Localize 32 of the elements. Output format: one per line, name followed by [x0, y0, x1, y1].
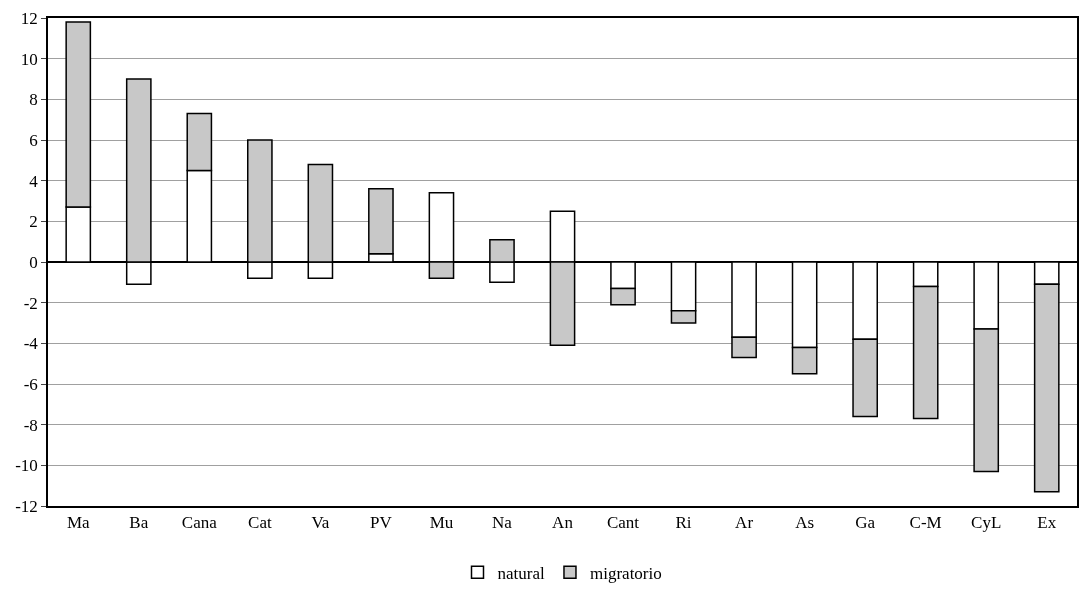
y-tick-label: 12 — [20, 8, 38, 28]
x-tick-label: Ga — [855, 513, 876, 533]
x-tick-label: Cat — [248, 513, 272, 533]
y-tick-label: 6 — [29, 130, 38, 150]
x-tick-label: Ri — [675, 513, 692, 533]
x-tick-label: Ar — [735, 513, 754, 533]
y-tick-label: 8 — [29, 90, 38, 110]
y-tick-label: -8 — [23, 415, 38, 435]
y-tick-label: -2 — [23, 293, 38, 313]
y-tick-label: 2 — [29, 212, 38, 232]
x-tick-label: Ma — [66, 513, 91, 533]
x-tick-label: Na — [492, 513, 513, 533]
x-tick-label: C-M — [909, 513, 942, 533]
y-tick-label: -10 — [15, 456, 38, 476]
y-tick-label: -4 — [23, 334, 39, 354]
x-tick-label: CyL — [971, 513, 1002, 533]
y-tick-label: 0 — [29, 252, 38, 272]
y-tick-label: 10 — [20, 49, 38, 69]
x-tick-label: Ba — [129, 513, 149, 533]
y-tick-label: 4 — [29, 171, 39, 191]
y-tick-label: -6 — [23, 374, 38, 394]
x-tick-label: PV — [370, 513, 393, 533]
x-tick-label: Cana — [181, 513, 218, 533]
x-tick-label: Mu — [429, 513, 454, 533]
x-tick-label: Va — [311, 513, 330, 533]
legend-label: natural — [497, 563, 545, 583]
y-tick-label: -12 — [15, 496, 38, 516]
legend-label: migratorio — [589, 563, 662, 583]
x-tick-label: Ex — [1037, 513, 1057, 533]
x-tick-label: An — [552, 513, 574, 533]
x-tick-label: Cant — [606, 513, 640, 533]
x-tick-label: As — [795, 513, 815, 533]
